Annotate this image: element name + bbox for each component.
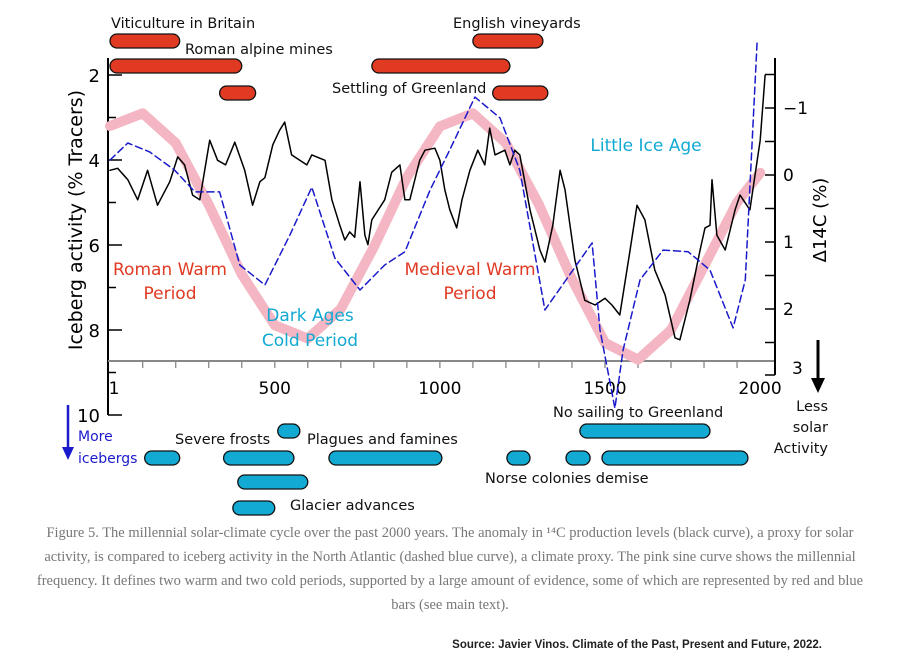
iceberg-curve [109,39,758,409]
x-tick-label: 1 [109,379,120,399]
label-less-3: Activity [774,441,829,457]
red-bar [109,33,181,49]
more-icebergs-arrow-icon [62,405,74,460]
source-credit: Source: Javier Vinos. Climate of the Pas… [452,639,822,651]
y-right-tick-label: 3 [792,359,803,379]
y-left-tick-label: 2 [89,66,100,87]
label-less-1: Less [796,399,828,415]
y-left-tick-label: 8 [89,321,100,342]
blue-bar [277,423,301,439]
less-solar-arrow-icon [811,340,825,393]
y-right-tick-label: 0 [783,166,794,186]
label-roman-warm-2: Period [143,284,196,304]
blue-bar [237,474,309,490]
red-bar [109,58,243,74]
label-norse: Norse colonies demise [485,471,649,487]
x-tick-label: 1000 [418,379,461,399]
label-more-2: icebergs [78,451,137,467]
red-bar [218,85,257,101]
label-no-sailing: No sailing to Greenland [553,405,723,421]
blue-bar [565,450,591,466]
y-left-tick-label: 4 [89,151,100,172]
y-right-tick-label: 2 [783,300,794,320]
y-right-tick-label: −1 [783,99,808,119]
label-severe-frosts: Severe frosts [175,432,270,448]
figure-caption: Figure 5. The millennial solar-climate c… [36,525,864,613]
label-glacier: Glacier advances [290,498,415,514]
label-little-ice-age: Little Ice Age [590,136,701,156]
label-viticulture: Viticulture in Britain [111,16,255,32]
x-tick-label: 1500 [583,379,626,399]
label-more-1: More [78,429,113,445]
y-left-label: Iceberg activity (% Tracers) [65,90,87,350]
label-less-2: solar [793,420,828,436]
blue-bar [144,450,181,466]
blue-bar [222,450,295,466]
blue-bar [506,450,531,466]
blue-evidence-bars [144,423,749,516]
solar-14c-curve [109,74,766,341]
x-tick-label: 500 [259,379,291,399]
label-dark-ages-1: Dark Ages [266,306,354,326]
y-right-label: Δ14C (%) [810,178,831,263]
sine-curve [105,108,766,365]
red-evidence-bars [109,33,549,101]
label-medieval-2: Period [443,284,496,304]
blue-bar [328,450,443,466]
label-settling-greenland: Settling of Greenland [332,81,486,97]
series [105,39,766,409]
blue-bar [232,500,276,516]
blue-bar [601,450,749,466]
label-medieval-1: Medieval Warm [404,260,535,280]
red-bar [492,85,549,101]
label-dark-ages-2: Cold Period [262,331,358,351]
y-left-tick-label: 10 [77,406,100,427]
label-roman-warm-1: Roman Warm [113,260,227,280]
red-bar [472,33,544,49]
y-left-tick-label: 6 [89,236,100,257]
red-bar [371,58,511,74]
label-plagues: Plagues and famines [307,432,458,448]
label-english-vineyards: English vineyards [453,16,581,32]
y-right-tick-label: 1 [783,233,794,253]
label-roman-mines: Roman alpine mines [185,42,333,58]
blue-bar [579,423,711,439]
x-tick-label: 2000 [738,379,781,399]
